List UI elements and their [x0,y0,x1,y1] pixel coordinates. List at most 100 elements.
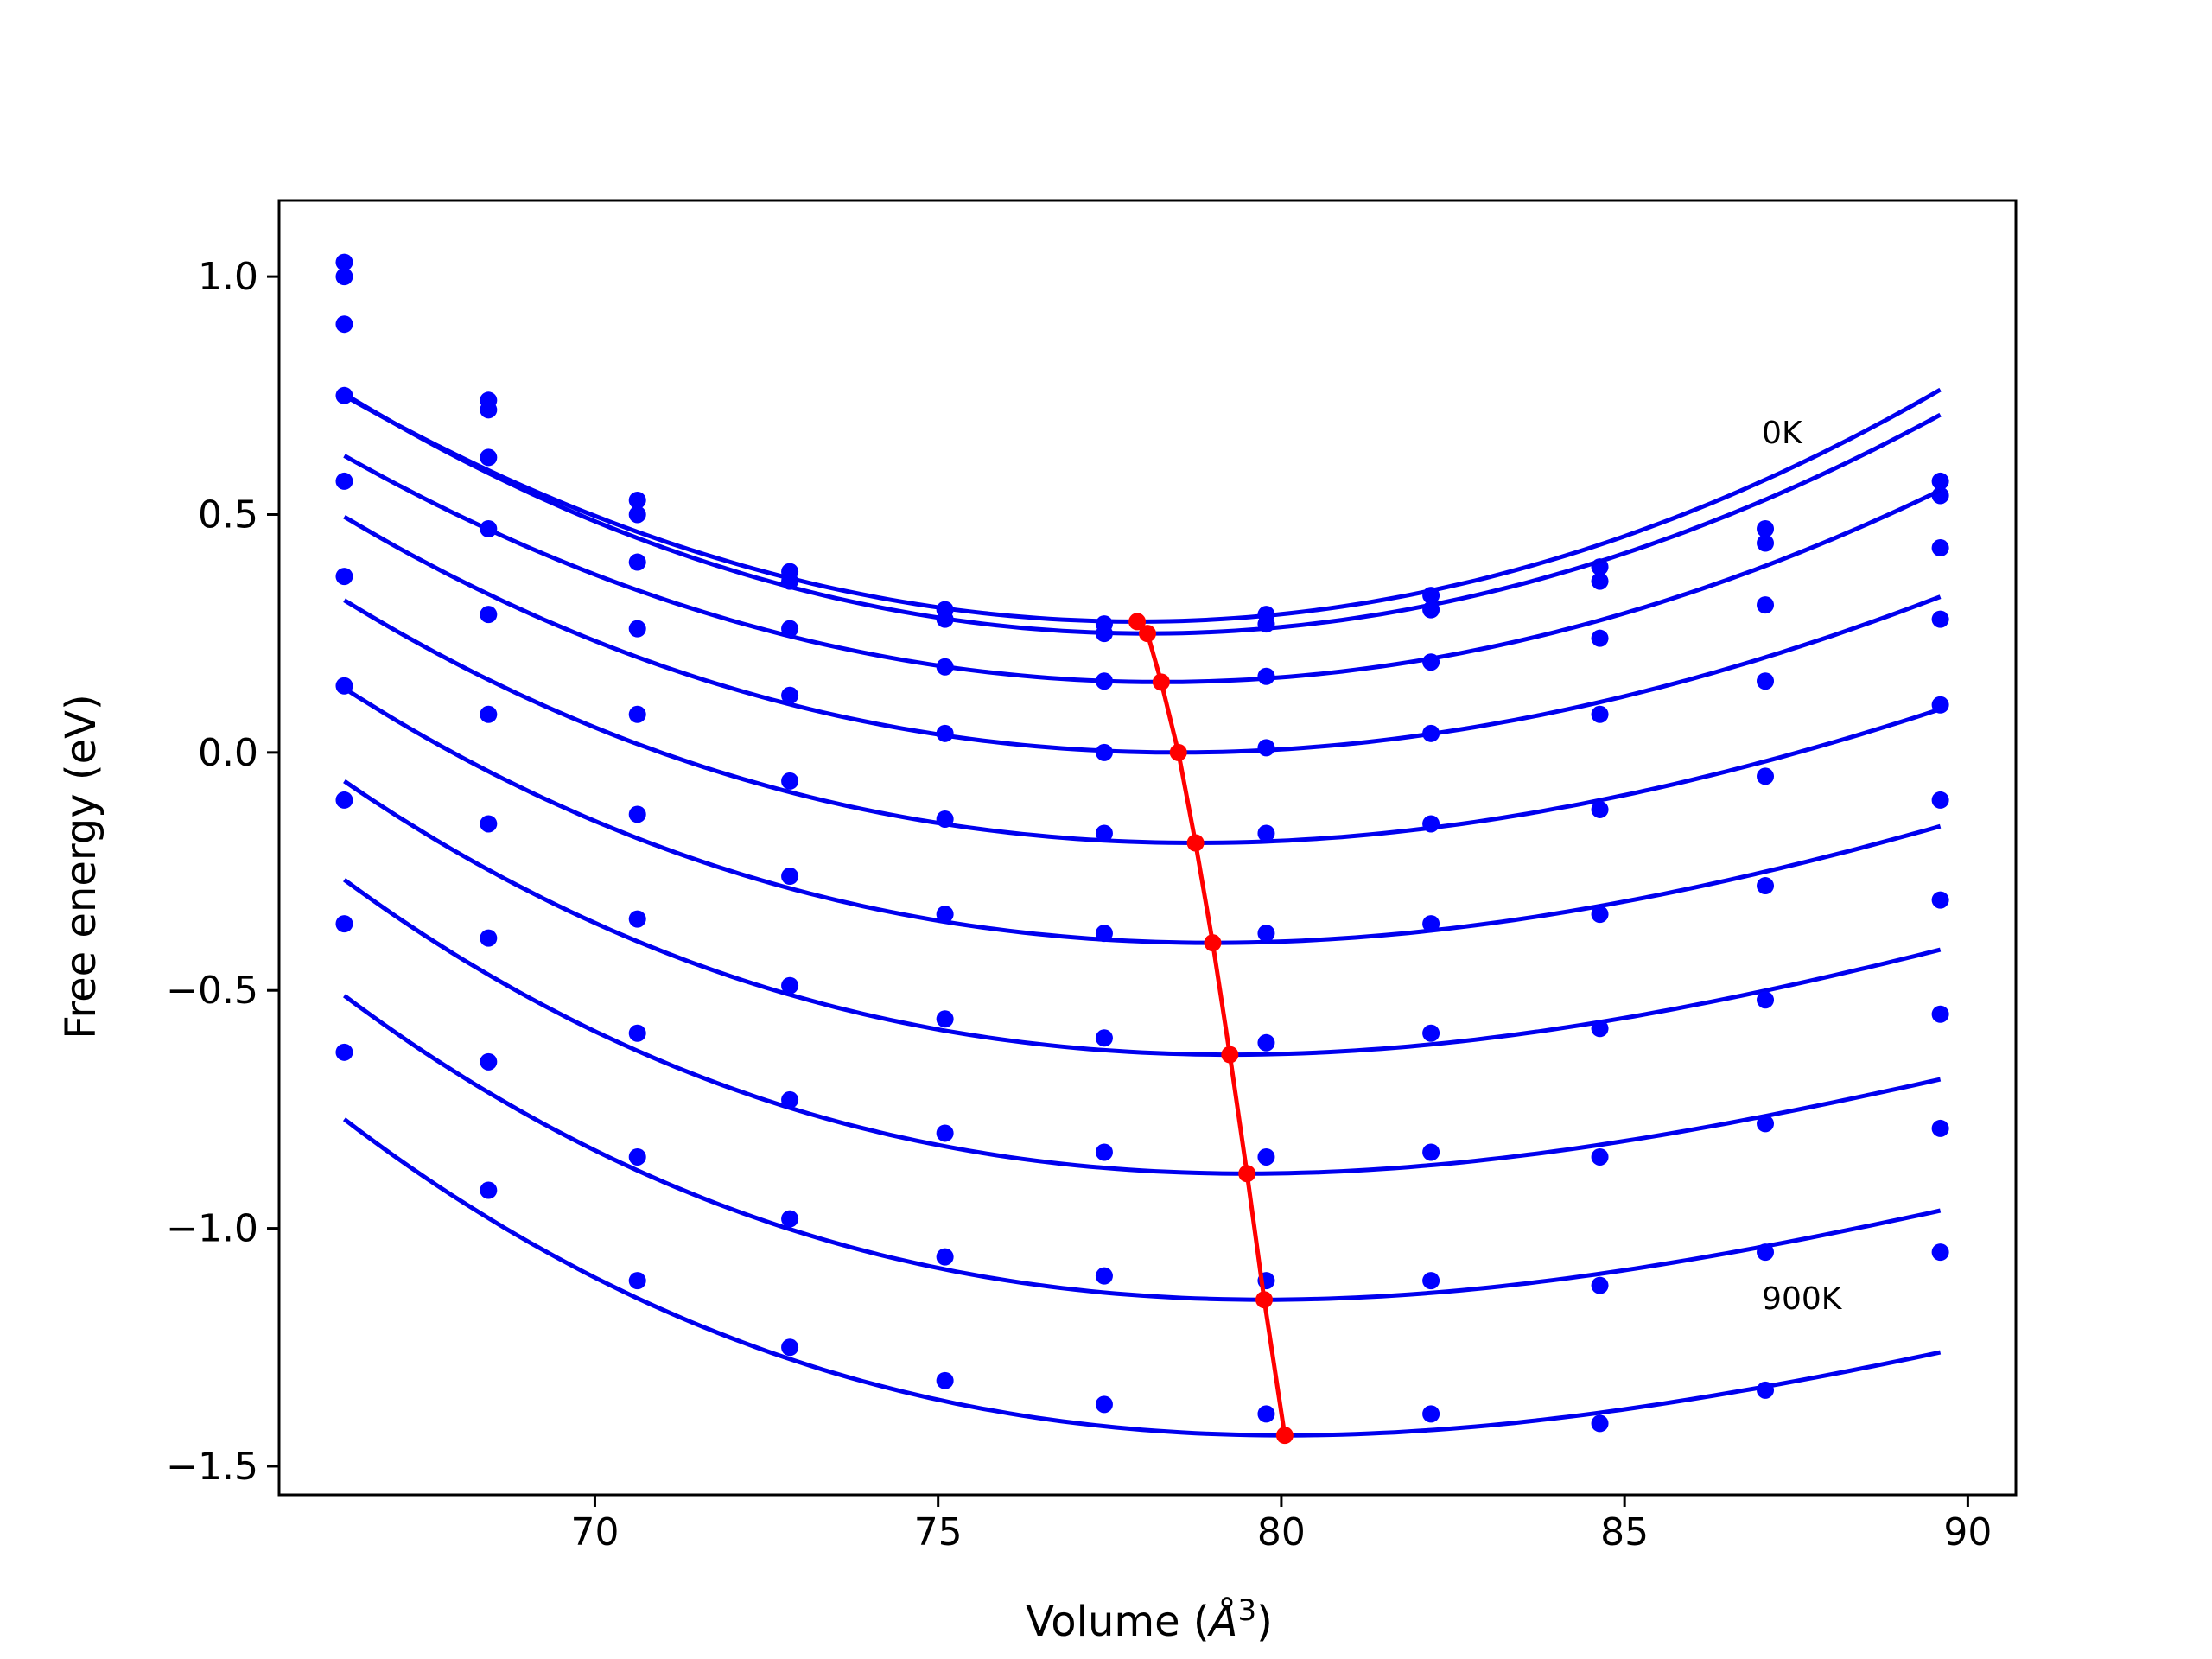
data-point [1257,925,1275,943]
series-8 [335,791,1949,1176]
annotation-2: 900K [1762,1281,1843,1317]
series-3 [335,315,1949,690]
data-point [1257,1405,1275,1423]
data-point [1757,1381,1775,1399]
fit-curve [343,878,1942,1176]
data-point [1931,1243,1949,1262]
data-point [1422,587,1440,605]
data-point [936,1010,954,1028]
data-point [335,315,353,334]
data-point [628,705,646,723]
data-point [335,472,353,490]
data-point [1095,1395,1113,1414]
data-point [1257,739,1275,757]
minimum-point [1255,1291,1274,1309]
data-point [781,868,799,886]
data-point [1591,572,1609,590]
data-point [781,1338,799,1357]
series-5 [335,472,1949,846]
data-point [1931,539,1949,557]
x-axis-label-superscript: 3 [1237,1593,1256,1628]
data-point [781,620,799,638]
data-point [628,553,646,571]
data-point [335,791,353,809]
data-point [1757,534,1775,552]
data-point [628,620,646,638]
data-point [1591,1276,1609,1294]
data-point [1257,615,1275,633]
data-point [1757,672,1775,690]
data-point [1757,991,1775,1009]
data-point [1591,705,1609,723]
data-point [1757,1115,1775,1133]
data-point [1931,696,1949,714]
data-point [1591,800,1609,818]
y-axis: 1.0 0.5 0.0 −0.5 −1.0 −1.5 [166,255,279,1489]
x-axis: 70 75 80 85 90 [570,1495,1992,1554]
data-point [1422,815,1440,833]
data-point [936,658,954,676]
data-point [335,568,353,586]
annotation-1: 0K [1762,416,1803,451]
data-point [1095,672,1113,690]
data-point [1095,625,1113,643]
minimum-point [1139,625,1156,643]
fit-curve [343,514,1942,755]
data-point [1422,653,1440,671]
fit-curve [343,994,1942,1302]
data-point [628,1024,646,1042]
y-tick-label: 1.0 [198,255,258,299]
data-point [628,805,646,823]
data-point [1591,629,1609,647]
data-point [1757,596,1775,614]
data-point [335,915,353,933]
minimum-point [1204,934,1222,952]
fit-curve [343,598,1942,846]
fit-curve [343,454,1942,684]
series-6 [335,568,1949,945]
minimum-point [1152,673,1170,691]
data-point [1257,1147,1275,1166]
x-axis-label-unit: Å [1207,1597,1238,1646]
minimum-point [1186,834,1205,852]
data-point [781,686,799,704]
data-point [1257,667,1275,685]
data-point [781,1090,799,1109]
minimum-point [1169,743,1187,761]
data-point [1757,767,1775,785]
data-point [1095,743,1113,761]
data-point [628,491,646,509]
fit-curve [342,1117,1942,1438]
data-point [936,1124,954,1142]
series-7 [335,677,1949,1058]
data-point [480,1181,498,1199]
minimum-point [1128,613,1147,631]
data-point [936,1371,954,1389]
data-point [1422,1143,1440,1161]
data-point [480,929,498,947]
data-point [480,401,498,419]
x-axis-label-close: ) [1256,1598,1273,1646]
data-point [1591,1414,1609,1433]
y-tick-label: −1.0 [166,1207,258,1251]
y-tick-label: 0.5 [198,493,258,537]
data-point [480,815,498,833]
y-tick-label: −0.5 [166,969,258,1013]
data-point [1257,1033,1275,1052]
minima-series [1128,613,1294,1445]
data-point [1931,1119,1949,1137]
data-point [480,606,498,624]
data-point [1095,1029,1113,1047]
minimum-point [1275,1427,1294,1445]
minima-line [1135,620,1287,1436]
data-point [781,572,799,590]
data-point [781,1210,799,1228]
data-point [335,677,353,695]
data-point [1422,724,1440,742]
data-point [936,1248,954,1266]
data-point [1422,601,1440,619]
x-axis-label: Volume (Å3) [1026,1593,1273,1646]
plot-area: 0K 900K [335,253,1949,1445]
data-point [1591,1147,1609,1166]
data-point [628,910,646,928]
